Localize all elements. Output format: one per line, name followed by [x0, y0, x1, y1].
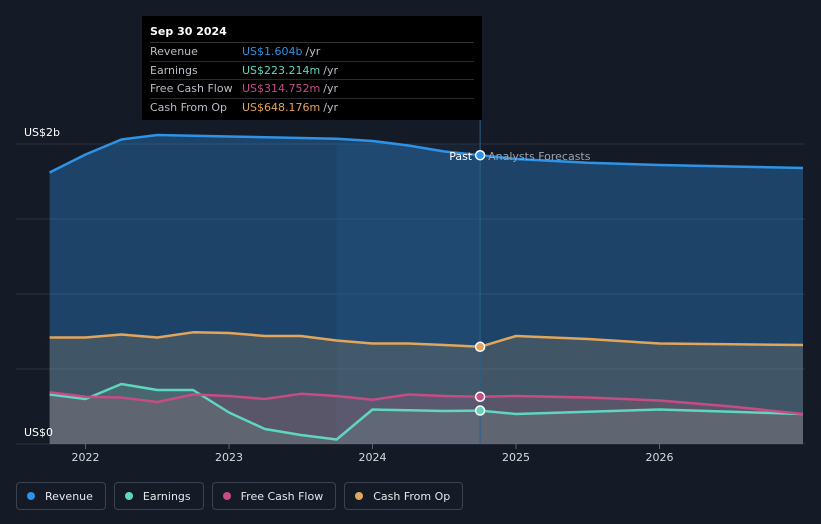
x-tick-label: 2023: [215, 451, 243, 464]
gridlines: [16, 143, 805, 445]
legend-dot-icon: [124, 492, 133, 500]
tooltip-row-value: US$314.752m: [242, 82, 321, 95]
tooltip-row-cash-from-op: Cash From Op US$648.176m /yr: [150, 99, 474, 117]
line-earnings: [49, 382, 804, 441]
y-axis-top-label: US$2b: [24, 126, 60, 139]
legend-item-earnings[interactable]: Earnings: [113, 482, 204, 510]
tooltip-row-earnings: Earnings US$223.214m /yr: [150, 62, 474, 80]
tooltip-row-unit: /yr: [323, 100, 338, 114]
area-earnings: [49, 384, 804, 444]
series-lines: [49, 133, 804, 441]
y-axis-bottom-label: US$0: [24, 426, 53, 439]
x-tick-label: 2024: [359, 451, 387, 464]
x-tick-label: 2025: [502, 451, 530, 464]
tooltip-row-unit: /yr: [305, 45, 321, 58]
area-cash-from-op: [49, 332, 804, 444]
x-axis-ticks: 2022 2023 2024 2025 2026: [72, 444, 674, 464]
tooltip-row-revenue: Revenue US$1.604b /yr: [150, 43, 474, 62]
tooltip-row-unit: /yr: [323, 82, 338, 95]
tooltip-row-name: Cash From Op: [150, 100, 228, 114]
legend-dot-icon: [222, 492, 231, 500]
legend-label: Earnings: [142, 489, 191, 503]
highlight-point-revenue: [474, 150, 486, 161]
highlight-point-cash-from-op: [474, 341, 486, 353]
tooltip-row-name: Free Cash Flow: [150, 82, 233, 95]
tooltip-row-value: US$1.604b: [242, 45, 303, 58]
line-cash-from-op: [49, 331, 804, 349]
tooltip-row-unit: /yr: [323, 63, 338, 77]
tooltip-row-value: US$223.214m: [242, 63, 321, 77]
line-free-cash-flow: [49, 391, 804, 416]
tooltip-row-value: US$648.176m: [242, 100, 321, 114]
tooltip-row-free-cash-flow: Free Cash Flow US$314.752m /yr: [150, 80, 474, 99]
series-areas: [49, 135, 804, 444]
line-revenue: [49, 133, 804, 174]
highlight-point-earnings: [474, 405, 486, 416]
legend-item-cash-from-op[interactable]: Cash From Op: [344, 482, 464, 510]
legend: Revenue Earnings Free Cash Flow Cash Fro…: [16, 482, 464, 510]
tooltip-row-name: Revenue: [150, 45, 198, 58]
area-revenue: [49, 135, 804, 444]
legend-label: Revenue: [45, 489, 93, 503]
tooltip-row-name: Earnings: [150, 63, 198, 77]
highlight-points: [474, 150, 486, 416]
tooltip: Sep 30 2024 Revenue US$1.604b /yr Earnin…: [142, 16, 482, 120]
legend-dot-icon: [355, 492, 364, 500]
financials-chart: US$2b US$0 Past Analysts Forecasts 2022 2…: [16, 120, 805, 464]
forecast-label: Analysts Forecasts: [488, 150, 591, 163]
legend-label: Free Cash Flow: [240, 489, 324, 503]
area-free-cash-flow: [49, 392, 804, 444]
past-label: Past: [449, 150, 473, 163]
x-tick-label: 2026: [646, 451, 674, 464]
legend-label: Cash From Op: [373, 489, 451, 503]
legend-item-free-cash-flow[interactable]: Free Cash Flow: [211, 482, 337, 510]
x-tick-label: 2022: [72, 451, 100, 464]
legend-item-revenue[interactable]: Revenue: [16, 482, 106, 510]
tooltip-date: Sep 30 2024: [150, 22, 474, 43]
legend-dot-icon: [27, 492, 35, 500]
highlight-point-free-cash-flow: [474, 391, 486, 402]
